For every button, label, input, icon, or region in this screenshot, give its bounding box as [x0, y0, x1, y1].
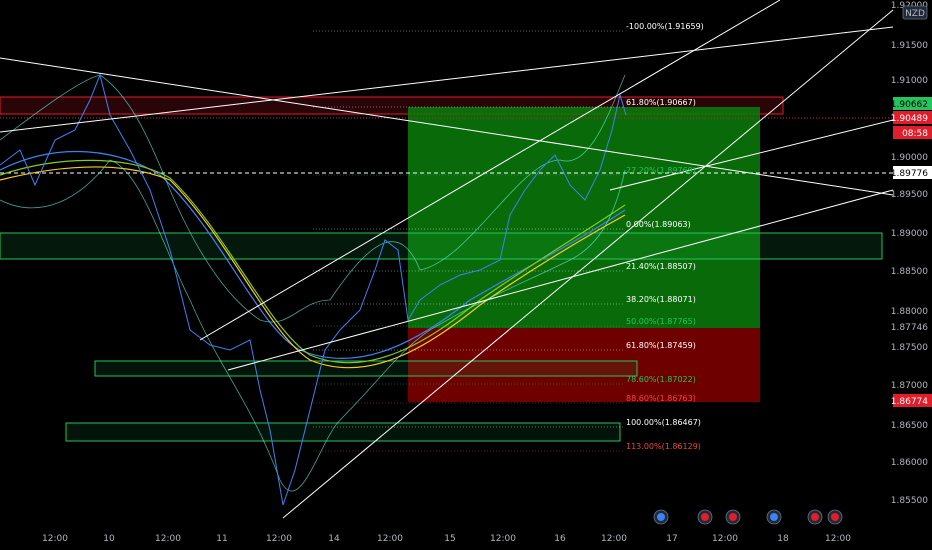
time-tick-label: 17	[666, 534, 677, 544]
time-tick-label: 11	[216, 534, 227, 544]
time-tick-label: 12:00	[712, 534, 738, 544]
price-tick-label: 1.91000	[891, 76, 928, 86]
demand-zone-1[interactable]	[0, 232, 883, 260]
fib-level-label: 113.00%(1.86129)	[626, 442, 701, 451]
price-tick-label: 1.86500	[891, 421, 928, 431]
price-tick-label: 1.88000	[891, 307, 928, 317]
price-tick-label: 1.86000	[891, 458, 928, 468]
fib-level-label: 61.80%(1.87459)	[626, 341, 696, 350]
price-tick-label: 1.88500	[891, 267, 928, 277]
price-tick-label: 1.87500	[891, 343, 928, 353]
time-tick-label: 12:00	[266, 534, 292, 544]
flag-event-icon-5[interactable]	[807, 509, 823, 525]
fib-level-label: 78.60%(1.87022)	[626, 375, 696, 384]
time-tick-label: 15	[444, 534, 455, 544]
price-tick-label: 1.89500	[891, 190, 928, 200]
time-tick-label: 12:00	[377, 534, 403, 544]
fib-level-label: 100.00%(1.86467)	[626, 418, 701, 427]
price-tag-countdown: 08:58	[902, 129, 928, 139]
price-tick-label: 1.85500	[891, 496, 928, 506]
price-tick-label: 1.90000	[891, 153, 928, 163]
price-tick-label: 1.89000	[891, 229, 928, 239]
trendline-upper[interactable]	[0, 26, 894, 133]
price-tag-crosshair-bg	[893, 166, 932, 179]
trendline-support[interactable]	[227, 189, 894, 371]
flag-event-icon-1[interactable]	[653, 509, 669, 525]
fib-level-label: 50.00%(1.87765)	[626, 317, 696, 326]
time-tick-label: 12:00	[490, 534, 516, 544]
moving-average-yellow	[0, 166, 626, 369]
demand-zone-2[interactable]	[94, 360, 638, 377]
time-tick-label: 16	[554, 534, 566, 544]
fib-labels: -100.00%(1.91659) 61.80%(1.90667) 27.20%(1…	[626, 22, 704, 451]
time-tick-label: 12:00	[42, 534, 68, 544]
moving-average-blue	[0, 150, 626, 359]
trendline-channel-bottom[interactable]	[282, 9, 894, 519]
trendline-minor[interactable]	[609, 119, 894, 191]
time-tick-label: 12:00	[155, 534, 181, 544]
fib-level-label: -100.00%(1.91659)	[626, 22, 704, 31]
fib-level-label: 38.20%(1.88071)	[626, 295, 696, 304]
fib-level-label: 21.40%(1.88507)	[626, 262, 696, 271]
time-axis[interactable]	[0, 525, 932, 550]
price-tag-crosshair: 1.89776	[891, 169, 928, 179]
moving-average-green	[0, 159, 626, 364]
time-tick-label: 10	[103, 534, 115, 544]
trendline-descending[interactable]	[0, 57, 894, 196]
price-tag-last-bg	[893, 111, 932, 124]
time-tick-label: 14	[328, 534, 340, 544]
price-tick-label: 1.87000	[891, 381, 928, 391]
price-tag-upper-bg	[893, 97, 932, 110]
flag-event-icon-4[interactable]	[766, 509, 782, 525]
flag-event-icon-2[interactable]	[697, 509, 713, 525]
price-axis[interactable]	[893, 0, 932, 525]
price-tick-label: 1.91500	[891, 41, 928, 51]
price-tag-upper: 1.90662	[891, 100, 928, 110]
event-icons[interactable]	[653, 509, 843, 525]
flag-event-icon-3[interactable]	[725, 509, 741, 525]
time-tick-label: 12:00	[825, 534, 851, 544]
fib-level-label: 61.80%(1.90667)	[626, 98, 696, 107]
price-tags: 1.90662 1.90489 08:58 1.89776 1.87746 1.86774	[891, 97, 932, 407]
time-tick-label: 12:00	[601, 534, 627, 544]
price-tag-mid: 1.87746	[891, 323, 928, 333]
position-profit-zone[interactable]	[408, 107, 760, 328]
fib-lines	[313, 30, 625, 452]
demand-zone-3[interactable]	[65, 422, 621, 442]
price-tag-countdown-bg	[893, 126, 932, 139]
time-tick-label: 18	[777, 534, 789, 544]
trendline-channel-top[interactable]	[199, 0, 781, 341]
time-axis-ticks: 12:00 10 12:00 11 12:00 14 12:00 15 12:00 16 12:00…	[42, 534, 851, 544]
trend-lines	[0, 0, 894, 519]
currency-badge[interactable]	[902, 5, 928, 20]
fib-level-label: 88.60%(1.86763)	[626, 394, 696, 403]
price-series	[0, 73, 627, 506]
currency-badge-label: NZD	[905, 9, 925, 19]
flag-event-icon-6[interactable]	[827, 509, 843, 525]
price-tag-last: 1.90489	[891, 114, 928, 124]
price-tag-stop: 1.86774	[891, 397, 928, 407]
bollinger-lower	[0, 159, 626, 492]
fib-level-label: 27.20%(1.89769)	[626, 166, 696, 175]
fib-level-label: 0.00%(1.89063)	[626, 220, 691, 229]
price-tag-stop-bg	[893, 394, 932, 407]
